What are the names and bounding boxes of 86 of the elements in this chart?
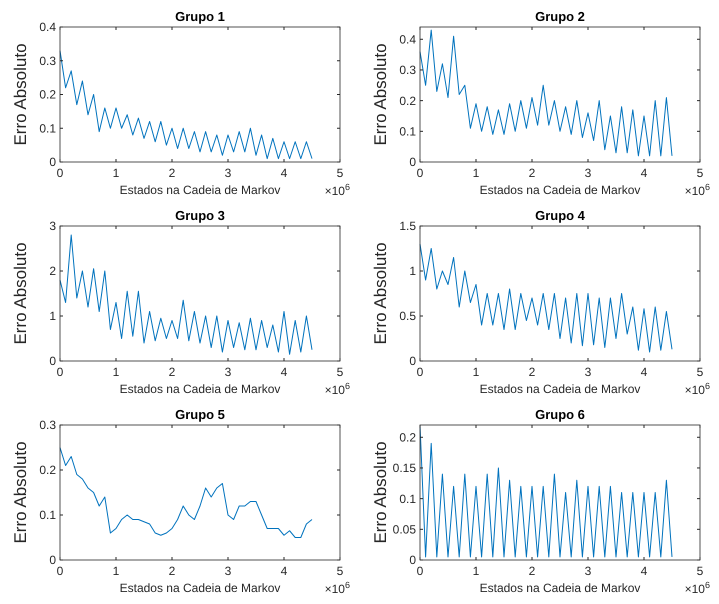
y-tick-label: 0.2 (39, 88, 56, 102)
x-tick-label: 1 (472, 166, 480, 180)
x-axis-title: Estados na Cadeia de Markov (480, 183, 640, 197)
x-tick-label: 1 (112, 365, 120, 379)
y-tick-label: 0 (409, 354, 416, 368)
y-tick-label: 1.5 (399, 219, 416, 234)
x-tick-label: 1 (112, 166, 120, 180)
x-tick-label: 3 (584, 166, 592, 180)
line-series (420, 30, 672, 156)
x-tick-label: 2 (528, 564, 536, 578)
x-tick-label: 5 (696, 564, 704, 578)
x-tick-label: 1 (112, 564, 120, 578)
x-tick-label: 2 (168, 564, 176, 578)
y-tick-label: 0.2 (399, 94, 416, 108)
y-axis-title: Erro Absoluto (11, 242, 30, 345)
y-tick-label: 0.2 (39, 463, 56, 478)
y-tick-label: 0.4 (399, 32, 416, 46)
text: ×10$^{6}$ (324, 580, 350, 596)
y-tick-label: 0.1 (399, 492, 416, 506)
x-axis-title: Estados na Cadeia de Markov (480, 382, 640, 396)
x-tick-label: 1 (472, 365, 480, 379)
y-tick-label: 0.3 (39, 418, 56, 432)
y-axis-title: Erro Absoluto (371, 441, 390, 544)
x-tick-label: 3 (584, 564, 592, 578)
chart-title: Grupo 6 (535, 407, 585, 422)
x-tick-label: 5 (696, 166, 704, 180)
text: ×10$^{6}$ (684, 182, 710, 198)
y-tick-label: 1 (409, 264, 416, 278)
y-tick-label: 0 (409, 155, 416, 170)
x-tick-label: 5 (336, 166, 344, 180)
y-tick-label: 0 (49, 155, 56, 170)
line-series (420, 244, 672, 352)
chart-title: Grupo 3 (175, 208, 225, 223)
y-axis-title: Erro Absoluto (11, 441, 30, 544)
x-tick-label: 3 (224, 166, 232, 180)
y-tick-label: 2 (49, 264, 56, 278)
line-series (60, 447, 312, 538)
y-tick-label: 0 (49, 553, 56, 568)
y-axis-title: Erro Absoluto (371, 43, 390, 146)
y-tick-label: 0.05 (392, 522, 416, 537)
x-tick-label: 2 (528, 166, 536, 180)
y-tick-label: 1 (49, 309, 56, 324)
y-tick-label: 0.5 (399, 309, 416, 324)
y-tick-label: 0.4 (39, 20, 56, 34)
x-axis-title: Estados na Cadeia de Markov (120, 183, 280, 197)
x-tick-label: 1 (472, 564, 480, 578)
line-series (60, 50, 312, 160)
x-tick-label: 2 (528, 365, 536, 379)
x-tick-label: 3 (224, 564, 232, 578)
text: ×10$^{6}$ (324, 381, 350, 397)
x-tick-label: 4 (640, 564, 648, 578)
y-tick-label: 3 (49, 219, 56, 234)
y-tick-label: 0.1 (39, 121, 56, 136)
x-axis-title: Estados na Cadeia de Markov (480, 581, 640, 595)
x-tick-label: 2 (168, 365, 176, 379)
x-tick-label: 4 (280, 564, 288, 578)
line-series (60, 234, 312, 355)
x-tick-label: 4 (640, 365, 648, 379)
x-axis-title: Estados na Cadeia de Markov (120, 581, 280, 595)
x-tick-label: 3 (224, 365, 232, 379)
y-tick-label: 0.3 (39, 54, 56, 68)
chart-title: Grupo 1 (175, 9, 225, 24)
chart-title: Grupo 4 (535, 208, 586, 223)
y-axis-title: Erro Absoluto (371, 242, 390, 345)
y-tick-label: 0.1 (399, 124, 416, 139)
y-axis-title: Erro Absoluto (11, 43, 30, 146)
text: ×10$^{6}$ (684, 580, 710, 596)
x-tick-label: 5 (336, 365, 344, 379)
text: ×10$^{6}$ (684, 381, 710, 397)
y-tick-label: 0.2 (399, 430, 416, 444)
x-axis-title: Estados na Cadeia de Markov (120, 382, 280, 396)
x-tick-label: 5 (696, 365, 704, 379)
chart-title: Grupo 5 (175, 407, 225, 422)
x-tick-label: 2 (168, 166, 176, 180)
chart-title: Grupo 2 (535, 9, 585, 24)
x-tick-label: 4 (280, 365, 288, 379)
y-tick-label: 0 (49, 354, 56, 368)
y-tick-label: 0 (409, 553, 416, 568)
x-tick-label: 4 (280, 166, 288, 180)
y-tick-label: 0.1 (39, 508, 56, 522)
text: ×10$^{6}$ (324, 182, 350, 198)
x-tick-label: 5 (336, 564, 344, 578)
x-tick-label: 4 (640, 166, 648, 180)
y-tick-label: 0.3 (399, 63, 416, 78)
y-tick-label: 0.15 (392, 461, 416, 476)
x-tick-label: 3 (584, 365, 592, 379)
